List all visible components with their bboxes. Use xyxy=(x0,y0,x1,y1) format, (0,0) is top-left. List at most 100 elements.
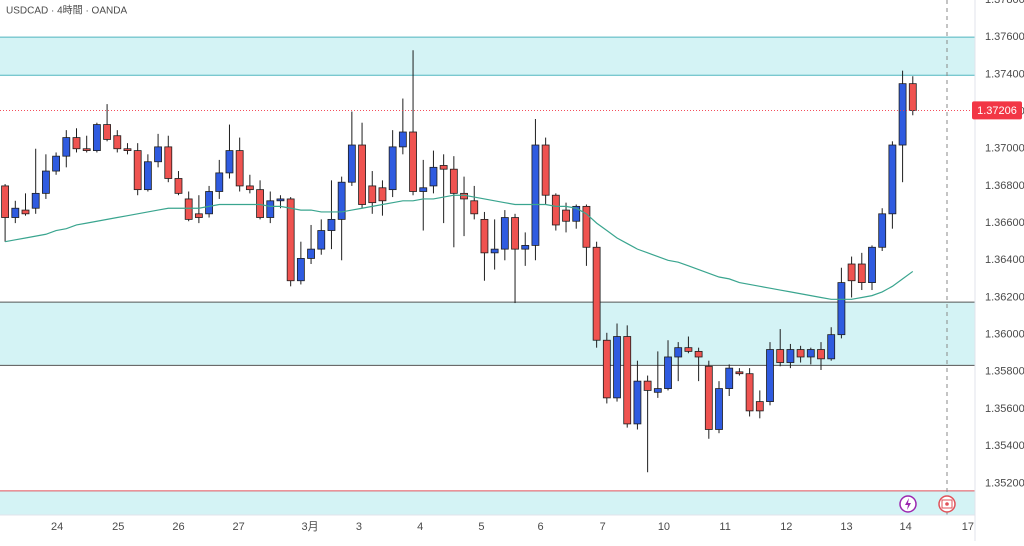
candle-body xyxy=(500,217,509,250)
candle-body xyxy=(439,165,448,170)
candle-body xyxy=(878,213,887,248)
candle-body xyxy=(276,198,285,202)
candle-body xyxy=(684,347,693,352)
candle-body xyxy=(317,230,326,250)
candle-body xyxy=(52,155,60,172)
candle-body xyxy=(225,150,234,174)
x-tick-label: 3 xyxy=(356,521,362,533)
candle-body xyxy=(133,150,142,191)
candle-body xyxy=(562,209,570,222)
candle-body xyxy=(541,144,550,196)
y-tick-label: 1.36200 xyxy=(985,291,1024,303)
x-tick-label: 5 xyxy=(478,521,484,533)
x-tick-label: 11 xyxy=(719,521,730,533)
y-tick-label: 1.35200 xyxy=(985,477,1024,489)
candle-body xyxy=(551,194,560,226)
candle-body xyxy=(41,170,50,194)
y-tick-label: 1.37600 xyxy=(985,31,1024,43)
candle-body xyxy=(827,334,836,360)
candle-body xyxy=(817,349,825,360)
y-tick-label: 1.37800 xyxy=(985,0,1024,6)
candle-body xyxy=(215,172,224,192)
candle-body xyxy=(184,198,193,220)
candle-body xyxy=(908,83,917,111)
candle-body xyxy=(174,178,183,194)
candle-body xyxy=(582,205,591,248)
candle-body xyxy=(470,200,479,215)
candle-body xyxy=(154,146,162,163)
candle-body xyxy=(92,124,101,151)
x-tick-label: 14 xyxy=(900,521,912,533)
candle-body xyxy=(235,150,244,187)
candle-body xyxy=(1,185,9,218)
x-tick-label: 26 xyxy=(172,521,184,533)
candle-body xyxy=(358,144,366,205)
last-price-label: 1.37206 xyxy=(977,105,1017,117)
candle-body xyxy=(480,218,489,254)
candle-body xyxy=(296,258,305,282)
y-tick-label: 1.37400 xyxy=(985,68,1024,80)
zone xyxy=(0,37,975,76)
candle-body xyxy=(398,131,407,148)
candle-body xyxy=(409,131,417,192)
x-tick-label: 6 xyxy=(537,521,543,533)
candle-body xyxy=(337,181,346,220)
candle-body xyxy=(62,137,71,157)
candle-body xyxy=(664,356,672,389)
candle-body xyxy=(745,373,754,412)
candle-body xyxy=(868,246,876,283)
x-tick-label: 17 xyxy=(962,521,974,533)
x-tick-label: 12 xyxy=(780,521,792,533)
candle-body xyxy=(776,349,785,363)
candle-body xyxy=(286,198,295,282)
candle-body xyxy=(11,207,20,218)
candle-body xyxy=(888,144,897,215)
candle-body xyxy=(31,192,40,209)
candle-body xyxy=(857,263,866,283)
candle-body xyxy=(531,144,540,246)
candle-body xyxy=(123,148,132,151)
event-icon[interactable] xyxy=(899,495,917,513)
candle-body xyxy=(796,349,805,358)
candle-body xyxy=(378,187,387,202)
y-tick-label: 1.36400 xyxy=(985,254,1024,266)
chart-title: USDCAD · 4時間 · OANDA xyxy=(6,5,127,17)
candle-body xyxy=(327,218,336,231)
country-icon[interactable] xyxy=(938,495,956,513)
x-tick-label: 4 xyxy=(417,521,423,533)
candle-body xyxy=(307,248,315,259)
candle-body xyxy=(766,349,774,402)
candle-body xyxy=(837,282,846,336)
candle-body xyxy=(572,205,581,222)
zone xyxy=(0,490,975,515)
candle-body xyxy=(613,336,621,399)
candle-body xyxy=(735,371,744,375)
candle-body xyxy=(725,367,734,389)
y-tick-label: 1.36000 xyxy=(985,329,1024,341)
y-tick-label: 1.36600 xyxy=(985,217,1024,229)
candle-body xyxy=(715,388,723,430)
candle-body xyxy=(388,146,397,191)
candle-body xyxy=(653,388,662,393)
candle-body xyxy=(674,347,683,358)
last-price-box xyxy=(972,101,1022,120)
candle-body xyxy=(786,349,795,363)
candle-body xyxy=(205,191,213,215)
candle-body xyxy=(164,146,173,179)
candle-body xyxy=(82,148,91,151)
candle-body xyxy=(694,350,703,358)
x-tick-label: 25 xyxy=(112,521,124,533)
candle-body xyxy=(602,339,611,399)
candle-body xyxy=(419,187,428,192)
y-tick-label: 1.35800 xyxy=(985,366,1024,378)
candle-body xyxy=(806,349,815,358)
candle-body xyxy=(511,217,519,250)
x-tick-label: 7 xyxy=(600,521,606,533)
candle-body xyxy=(592,246,601,341)
candle-body xyxy=(490,248,499,254)
candle-body xyxy=(704,365,713,430)
y-tick-label: 1.37000 xyxy=(985,143,1024,155)
x-tick-label: 3月 xyxy=(301,521,318,533)
x-tick-label: 10 xyxy=(658,521,670,533)
